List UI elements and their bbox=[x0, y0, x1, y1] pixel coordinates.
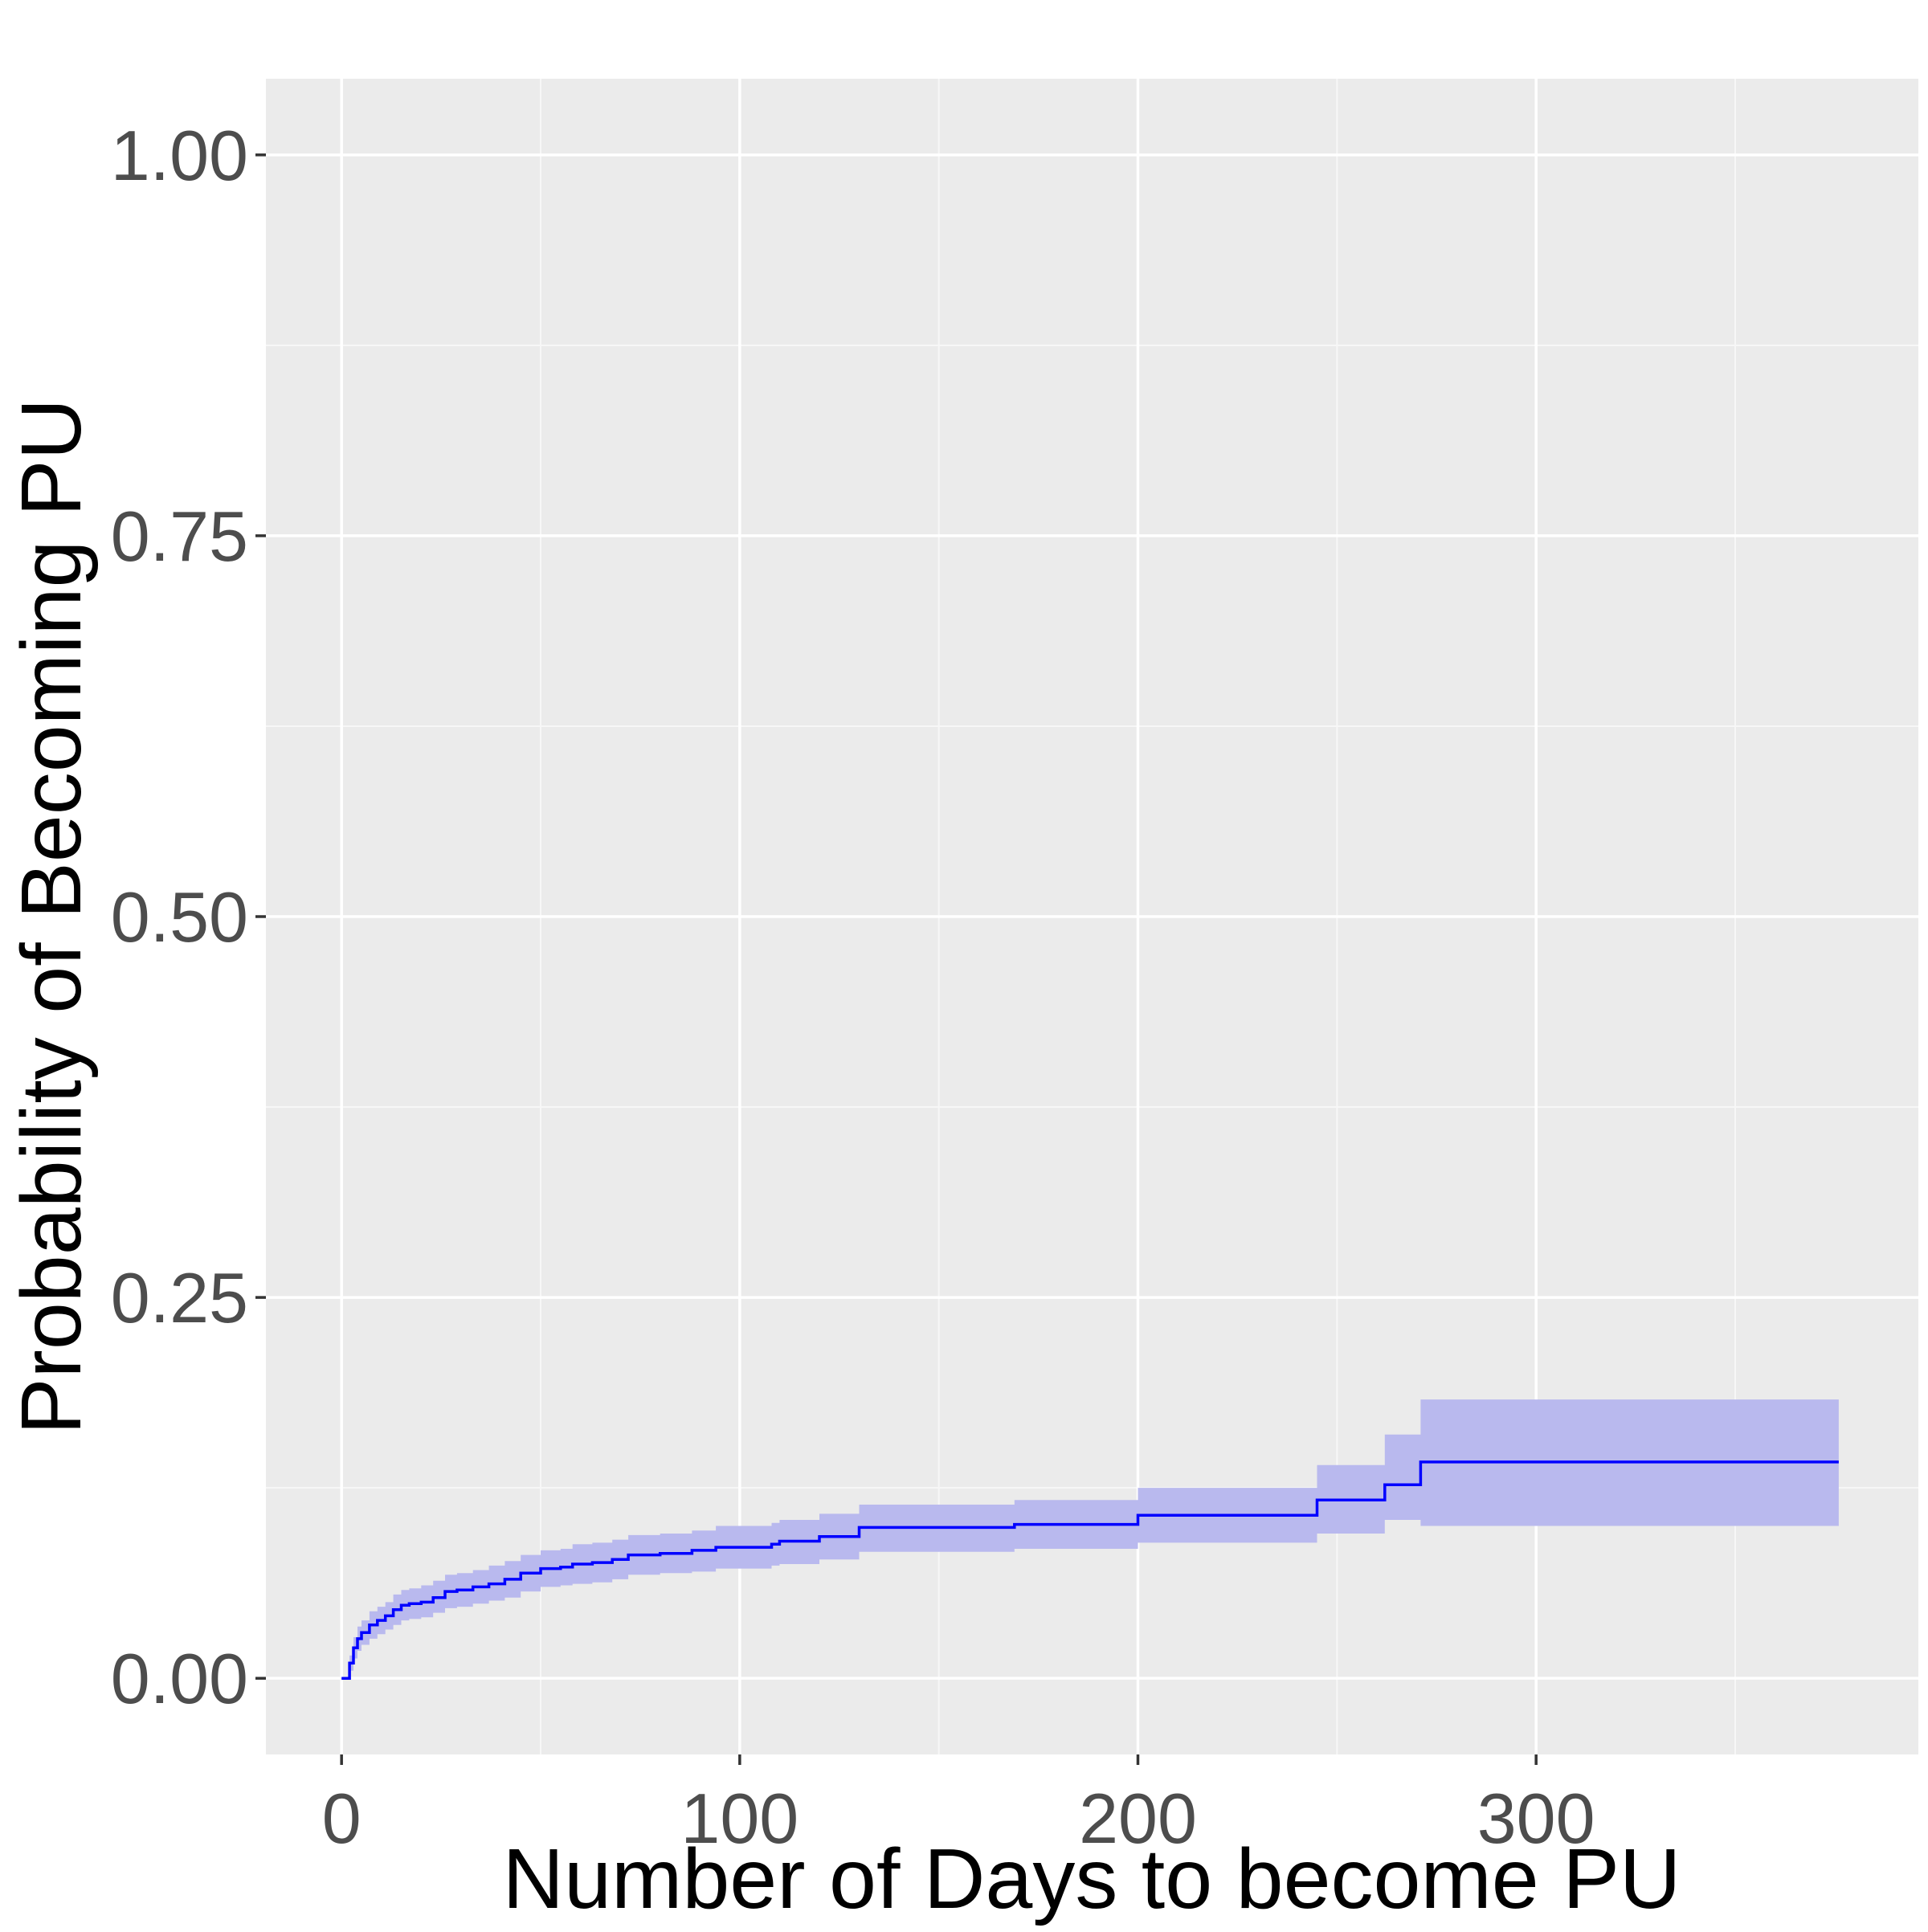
x-axis-title: Number of Days to become PU bbox=[503, 1832, 1681, 1926]
y-tick-label: 0.00 bbox=[111, 1639, 248, 1718]
y-tick-label: 0.50 bbox=[111, 877, 248, 957]
y-tick-label: 0.75 bbox=[111, 496, 248, 576]
y-tick-label: 1.00 bbox=[111, 116, 248, 195]
y-axis-title: Probability of Becoming PU bbox=[4, 398, 99, 1435]
x-tick-label: 0 bbox=[322, 1779, 362, 1858]
confidence-band-layer bbox=[341, 1399, 1839, 1679]
y-axis: 0.00 0.25 0.50 0.75 1.00 bbox=[111, 116, 266, 1718]
x-tick-label: 100 bbox=[680, 1779, 799, 1858]
x-tick-label: 200 bbox=[1079, 1779, 1197, 1858]
y-tick-label: 0.25 bbox=[111, 1258, 248, 1338]
confidence-band bbox=[341, 1399, 1839, 1679]
grid-major bbox=[266, 79, 1918, 1754]
survival-line-layer bbox=[341, 1460, 1839, 1680]
x-tick-label: 300 bbox=[1477, 1779, 1595, 1858]
x-axis: 0 100 200 300 bbox=[322, 1754, 1595, 1858]
survival-step-line bbox=[341, 1460, 1839, 1680]
